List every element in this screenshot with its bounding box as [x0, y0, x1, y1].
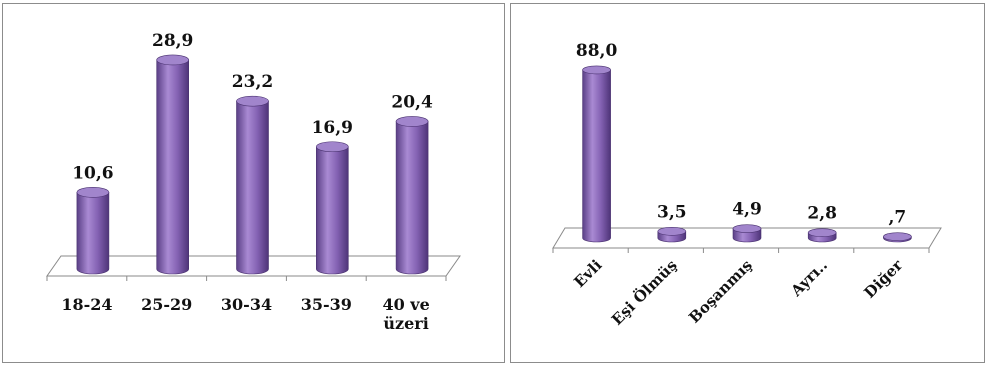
bar-top	[236, 95, 269, 107]
category-label: Ayrı..	[787, 256, 831, 300]
bar	[732, 224, 762, 243]
category-label: Boşanmış	[685, 256, 756, 327]
bar-body	[395, 121, 429, 275]
value-label: 2,8	[807, 204, 837, 224]
value-label: 20,4	[391, 92, 433, 112]
bar	[807, 228, 837, 243]
bar-body	[582, 69, 611, 243]
category-label: 40 ve	[382, 295, 429, 314]
category-label: 35-39	[301, 295, 352, 314]
bar-body	[76, 192, 110, 275]
bar-body	[156, 59, 189, 275]
bar-body	[236, 100, 269, 275]
bar	[76, 187, 110, 275]
bar-top	[315, 141, 349, 153]
bar-top	[807, 228, 837, 237]
bar	[156, 54, 189, 275]
category-label: 30-34	[221, 295, 272, 314]
age-chart-panel: 10,6 18-24 28,9 25-29 23,2 30-34 16,9 35-39 20,4…	[2, 3, 505, 363]
bar-top	[657, 227, 687, 236]
value-label: 23,2	[232, 72, 273, 92]
value-label: 10,6	[72, 163, 113, 183]
category-label: Evli	[570, 256, 605, 291]
marital-chart-panel: 88,0 Evli 3,5 Eşi Ölmüş 4,9 Boşanmış 2,8 Ayrı..…	[510, 3, 985, 363]
category-label: 18-24	[61, 295, 112, 314]
category-label: Diğer	[861, 255, 907, 301]
category-label: üzeri	[383, 314, 428, 333]
value-label: 28,9	[152, 31, 193, 51]
bar-body	[316, 146, 349, 275]
value-label: 4,9	[732, 200, 762, 220]
bar	[236, 95, 269, 275]
bar-top	[883, 232, 912, 241]
marital-chart: 88,0 Evli 3,5 Eşi Ölmüş 4,9 Boşanmış 2,8 Ayrı..…	[552, 41, 942, 329]
bar	[582, 65, 611, 243]
category-label: 25-29	[141, 295, 192, 314]
category-label: Eşi Ölmüş	[607, 255, 680, 328]
value-label: ,7	[889, 208, 907, 228]
bar-top	[395, 116, 429, 127]
bar-top	[76, 187, 110, 198]
bar-top	[156, 54, 189, 66]
value-label: 16,9	[312, 118, 353, 138]
bar-top	[732, 224, 762, 233]
bar-top	[582, 65, 611, 75]
bar	[883, 232, 912, 243]
value-label: 88,0	[576, 41, 618, 61]
bar	[395, 116, 429, 275]
value-label: 3,5	[657, 202, 687, 222]
bar	[657, 227, 687, 243]
bar	[315, 141, 349, 275]
age-chart: 10,6 18-24 28,9 25-29 23,2 30-34 16,9 35-39 20,4…	[46, 31, 461, 333]
